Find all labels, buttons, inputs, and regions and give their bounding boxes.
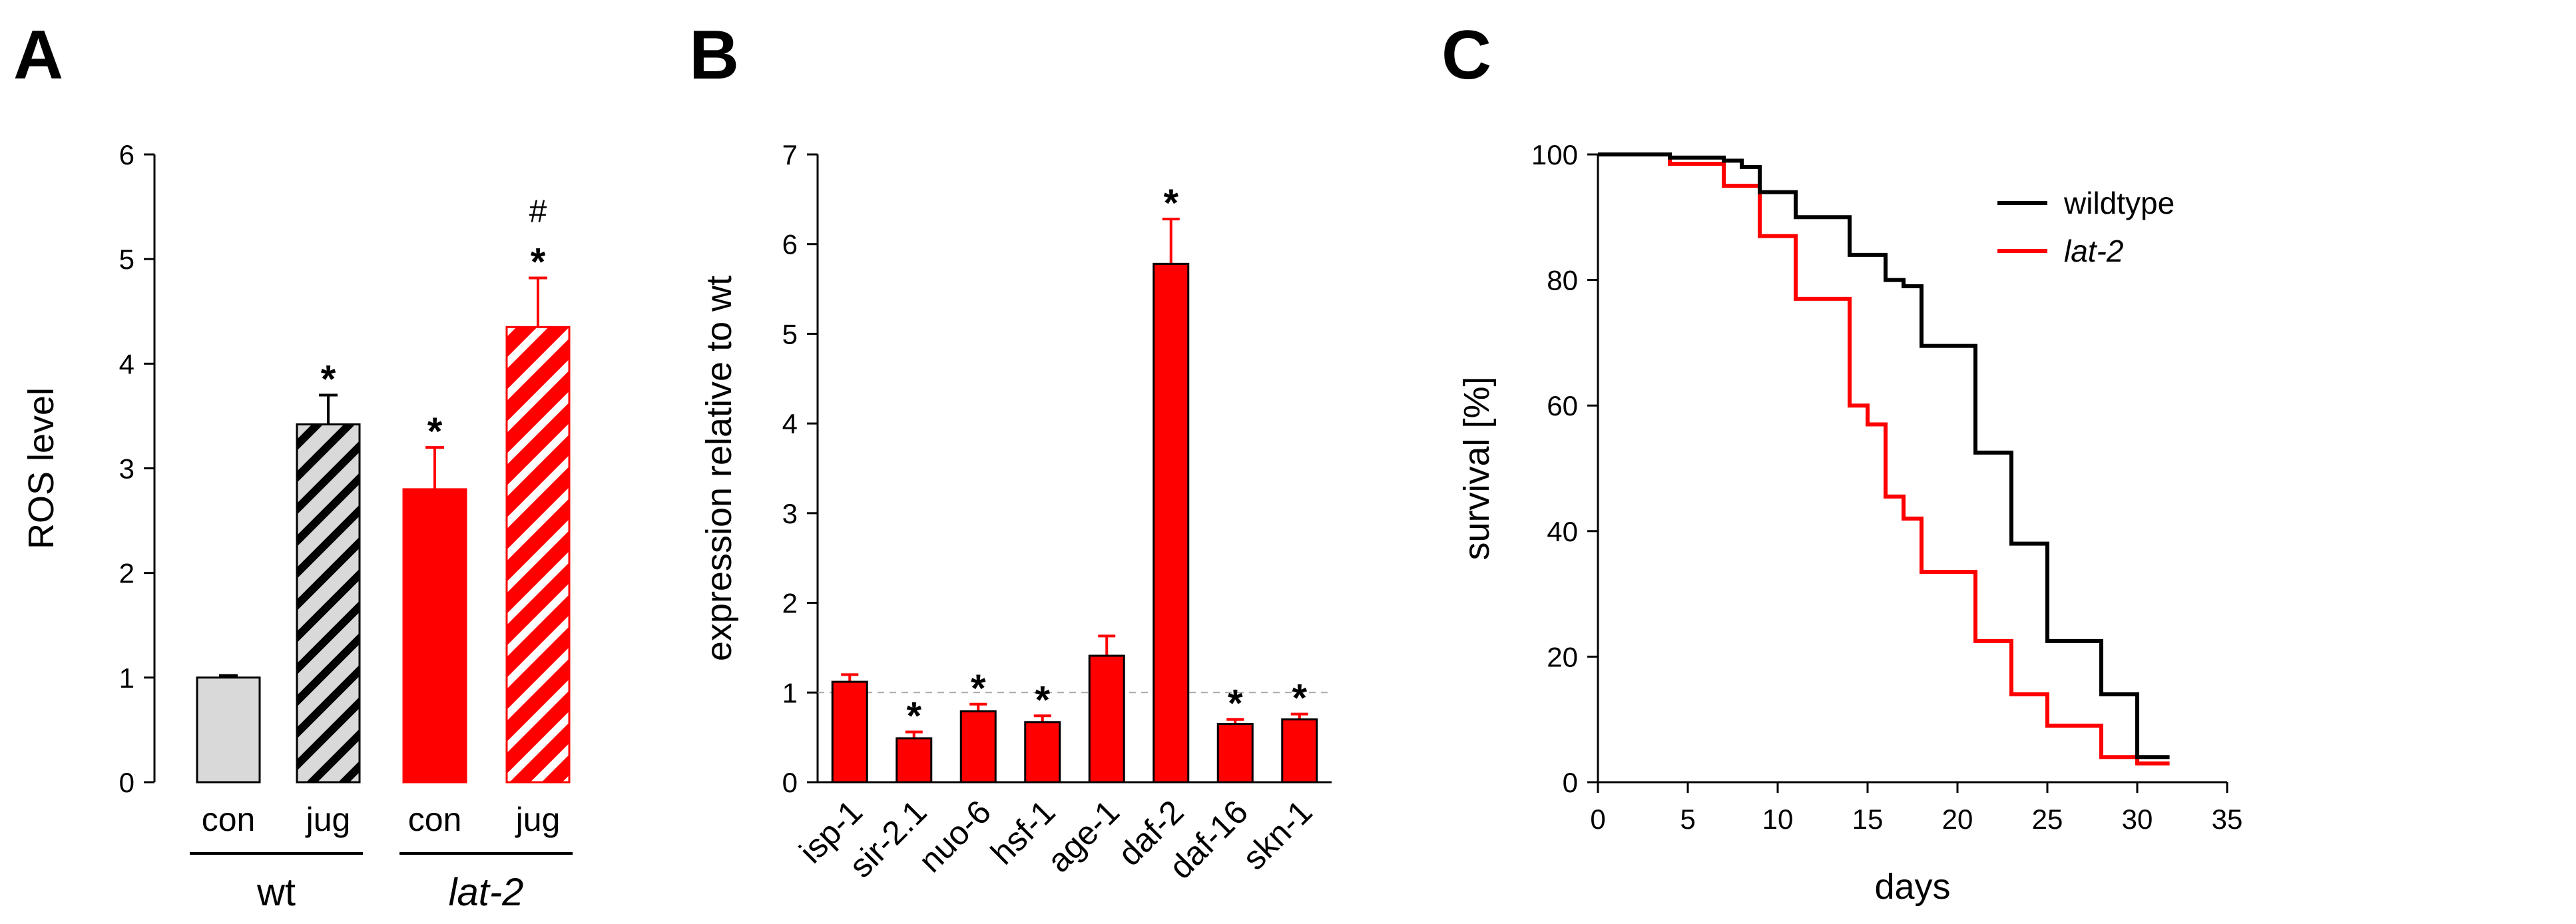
x-tick-label: 35 [2212,804,2243,835]
category-label: age-1 [1040,793,1127,879]
significance-mark: * [1035,678,1050,722]
y-tick-label: 6 [782,229,798,260]
group-label: wt [256,871,296,914]
category-label: jug [515,801,561,838]
y-tick-label: 2 [782,588,798,619]
significance-mark: * [906,695,921,738]
y-tick-label: 2 [119,558,134,589]
bar [959,710,997,784]
group-label: lat-2 [449,871,524,914]
y-tick-label: 40 [1547,516,1578,547]
y-tick-label: 5 [782,318,798,349]
y-tick-label: 0 [782,767,798,798]
y-tick-label: 1 [119,662,134,694]
y-tick-label: 60 [1547,390,1578,421]
legend-label: wildtype [2063,186,2175,220]
x-tick-label: 10 [1762,804,1794,835]
survival-curve-wildtype [1598,152,2170,760]
x-axis-title: days [1874,867,1950,907]
bar [1153,262,1190,784]
x-tick-label: 30 [2122,804,2153,835]
y-tick-label: 3 [119,453,134,485]
y-axis-title: survival [%] [1457,376,1497,560]
panel-letter-a: A [13,17,63,94]
significance-mark: * [427,410,443,453]
bar [505,326,571,784]
y-tick-label: 4 [119,348,134,379]
bar [1024,721,1061,784]
significance-mark: * [321,357,336,401]
y-tick-label: 5 [119,244,134,275]
x-tick-label: 20 [1942,804,1973,835]
bar [196,676,261,784]
x-tick-label: 0 [1590,804,1605,835]
y-tick-label: 100 [1531,139,1578,170]
y-tick-label: 0 [119,767,134,798]
legend-label: lat-2 [2064,234,2123,268]
y-tick-label: 1 [782,677,798,708]
bar [1281,718,1318,784]
survival-curve-lat-2 [1598,152,2170,766]
significance-mark: * [1292,677,1307,720]
bar [1088,654,1125,784]
category-label: con [202,801,256,838]
significance-mark: * [1228,682,1243,726]
y-axis-title: expression relative to wt [699,276,739,661]
category-label: nuo-6 [911,793,998,879]
y-tick-label: 80 [1547,265,1578,296]
significance-mark: * [531,240,546,284]
y-tick-label: 3 [782,498,798,529]
significance-mark: * [1163,182,1178,225]
x-tick-label: 15 [1852,804,1884,835]
category-label: jug [305,801,351,838]
y-tick-label: 20 [1547,641,1578,672]
bar [896,737,933,784]
y-tick-label: 4 [782,408,798,439]
y-tick-label: 6 [119,139,134,170]
y-axis-title: ROS level [21,387,61,549]
significance-mark: # [529,194,547,229]
panel-letter-c: C [1441,17,1491,94]
category-label: con [408,801,462,838]
category-label: skn-1 [1235,793,1319,877]
panel-c: C 0 20 40 60 80 100 0 5 10 15 20 25 30 35 survival [%] d… [1441,17,2242,907]
x-tick-label: 25 [2032,804,2063,835]
bar [831,680,868,784]
bar [1216,722,1254,784]
x-tick-label: 5 [1680,804,1695,835]
bar [296,423,361,784]
significance-mark: * [971,667,986,710]
panel-letter-b: B [689,17,739,94]
bar [402,488,467,784]
y-tick-label: 0 [1563,767,1578,798]
y-tick-label: 7 [782,139,798,170]
